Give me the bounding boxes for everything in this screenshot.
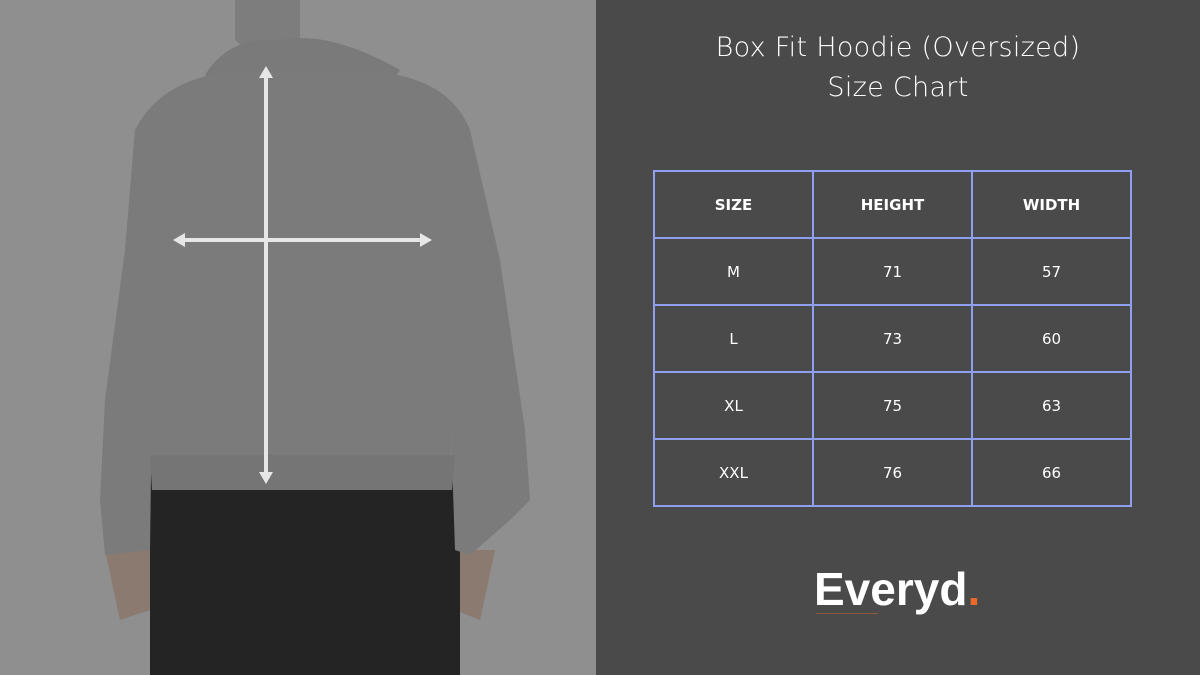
logo-underline [816, 613, 878, 614]
cell-size: M [653, 237, 814, 306]
table-header-row: SIZE HEIGHT WIDTH [653, 170, 1132, 239]
product-photo [0, 0, 596, 675]
header-size: SIZE [653, 170, 814, 239]
measurement-arrows [173, 66, 432, 484]
header-height: HEIGHT [812, 170, 973, 239]
cell-width: 60 [971, 304, 1132, 373]
cell-height: 75 [812, 371, 973, 440]
hoodie-model-image [0, 0, 596, 675]
brand-name: Everyd [814, 563, 968, 615]
cell-height: 73 [812, 304, 973, 373]
cell-width: 57 [971, 237, 1132, 306]
cell-height: 76 [812, 438, 973, 507]
brand-logo: Everyd. [814, 562, 980, 616]
cell-size: L [653, 304, 814, 373]
cell-height: 71 [812, 237, 973, 306]
brand-dot: . [967, 563, 981, 615]
header-width: WIDTH [971, 170, 1132, 239]
size-table: SIZE HEIGHT WIDTH M 71 57 L 73 60 XL 75 63 XXL… [653, 170, 1132, 507]
table-row: XL 75 63 [653, 371, 1132, 440]
table-row: L 73 60 [653, 304, 1132, 373]
table-row: XXL 76 66 [653, 438, 1132, 507]
table-row: M 71 57 [653, 237, 1132, 306]
title-line-1: Box Fit Hoodie (Oversized) [715, 32, 1081, 63]
size-chart-panel: Box Fit Hoodie (Oversized) Size Chart SI… [596, 0, 1200, 675]
cell-width: 66 [971, 438, 1132, 507]
title-line-2: Size Chart [827, 72, 969, 103]
cell-size: XXL [653, 438, 814, 507]
cell-size: XL [653, 371, 814, 440]
cell-width: 63 [971, 371, 1132, 440]
